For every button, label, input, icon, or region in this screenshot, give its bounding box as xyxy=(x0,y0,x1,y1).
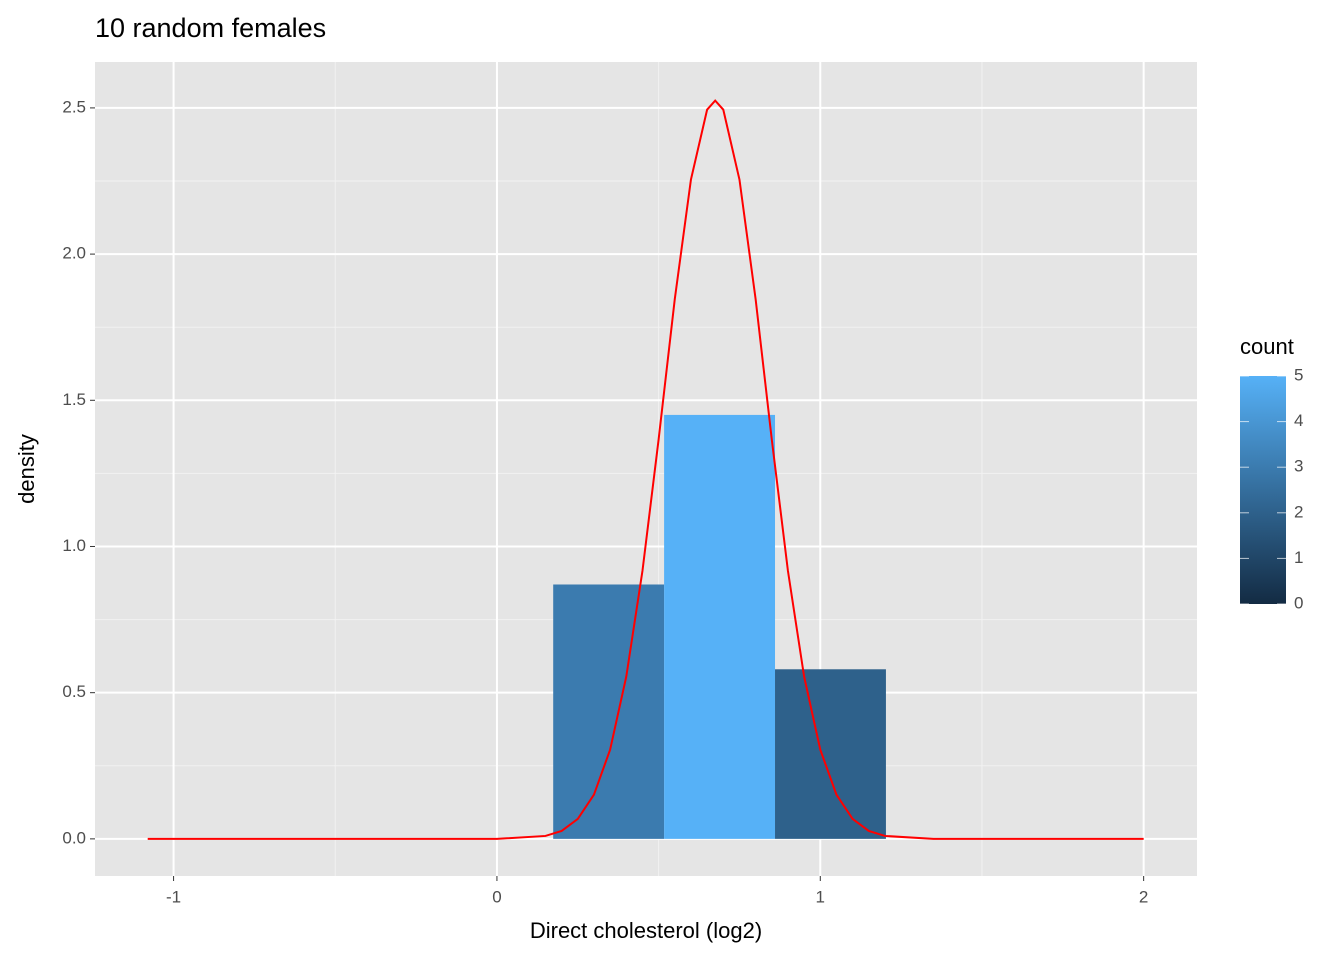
chart-title: 10 random females xyxy=(95,13,326,43)
legend-label: 0 xyxy=(1294,593,1303,612)
x-axis-title: Direct cholesterol (log2) xyxy=(530,918,762,943)
bar xyxy=(775,669,886,839)
legend-label: 5 xyxy=(1294,365,1303,384)
y-tick-label: 0.5 xyxy=(62,682,86,701)
y-tick-label: 2.5 xyxy=(62,97,86,116)
legend-label: 2 xyxy=(1294,502,1303,521)
bar xyxy=(664,414,776,839)
y-tick-label: 1.5 xyxy=(62,390,86,409)
x-tick-label: 1 xyxy=(816,887,825,906)
legend-title: count xyxy=(1240,334,1294,359)
density-line xyxy=(147,99,1144,840)
y-tick-label: 1.0 xyxy=(62,536,86,555)
legend-label: 3 xyxy=(1294,457,1303,476)
y-tick-label: 0.0 xyxy=(62,828,86,847)
legend-label: 1 xyxy=(1294,548,1303,567)
bar xyxy=(553,584,665,839)
legend-label: 4 xyxy=(1294,411,1303,430)
y-axis-title: density xyxy=(14,434,39,504)
colorbar xyxy=(1240,376,1286,604)
y-tick-label: 2.0 xyxy=(62,244,86,263)
x-tick-label: 2 xyxy=(1139,887,1148,906)
x-tick-label: 0 xyxy=(492,887,501,906)
x-tick-label: -1 xyxy=(166,887,181,906)
